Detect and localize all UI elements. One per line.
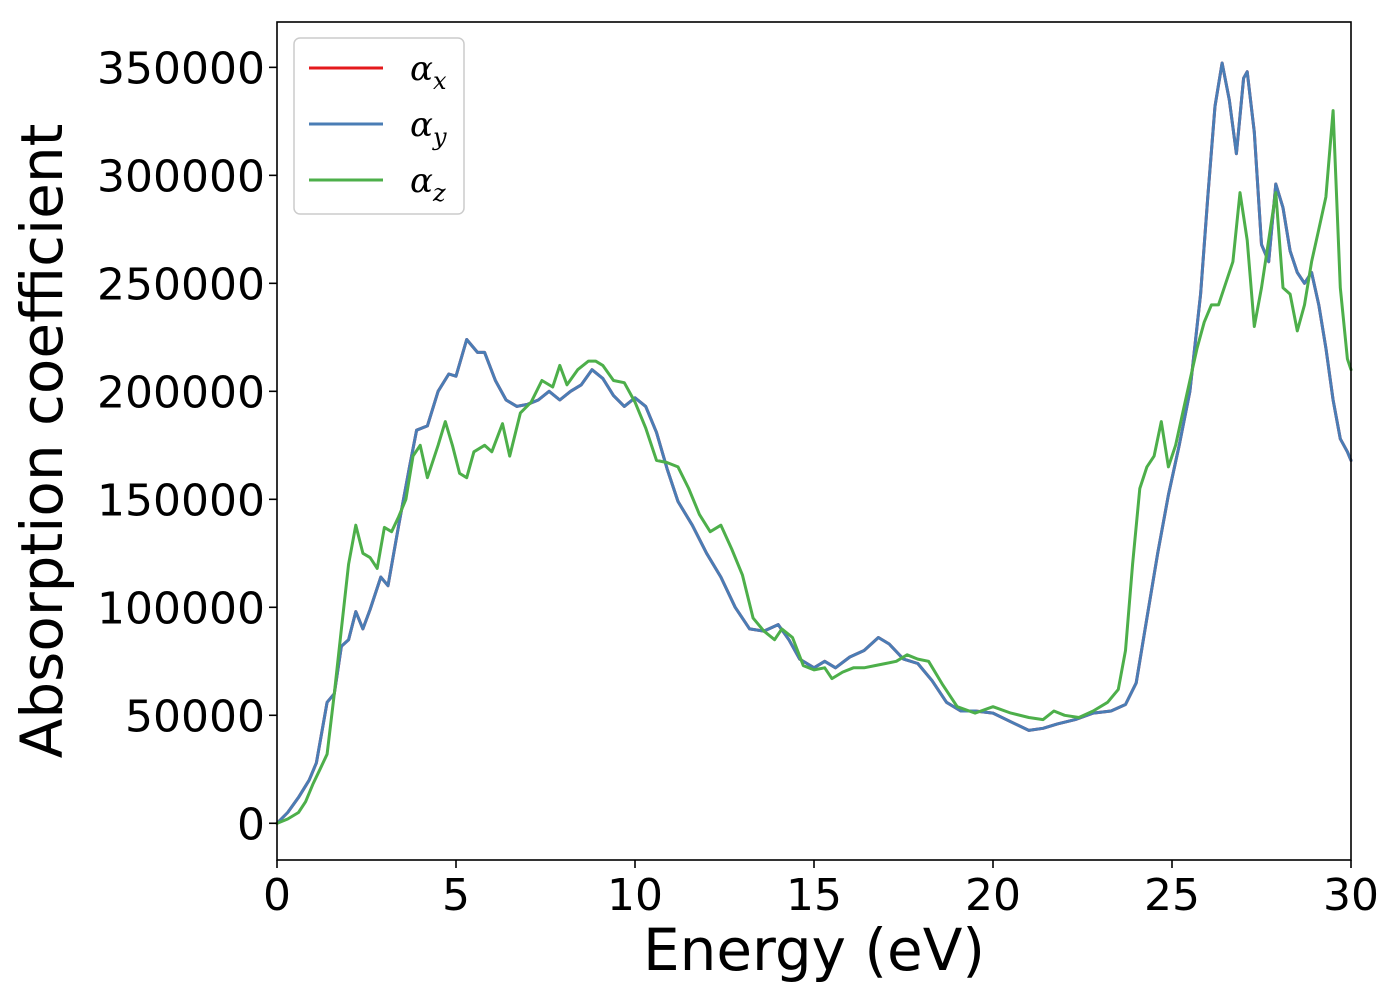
x-tick-label: 0 [263,870,291,921]
y-tick-label: 150000 [97,475,265,526]
legend-box [293,37,465,215]
y-axis-label: Absorption coefficient [8,124,76,759]
legend-subscript-z: z [432,179,446,207]
x-axis: 0 5 10 15 20 25 30 [263,860,1379,921]
y-tick-label: 0 [237,799,265,850]
x-tick-label: 20 [965,870,1021,921]
x-axis-label: Energy (eV) [643,916,985,984]
x-tick-label: 5 [442,870,470,921]
legend-subscript-y: y [432,123,447,151]
x-tick-label: 15 [786,870,842,921]
legend-subscript-x: x [433,67,447,95]
y-tick-label: 50000 [125,691,265,742]
y-tick-label: 300000 [97,151,265,202]
series-line-y [275,61,1353,825]
y-tick-label: 200000 [97,367,265,418]
y-tick-label: 100000 [97,583,265,634]
x-tick-label: 25 [1144,870,1200,921]
y-tick-label: 350000 [97,43,265,94]
y-axis: 0 50000 100000 150000 200000 250000 300000 3500… [97,43,277,850]
series-layer [275,61,1353,825]
x-tick-label: 30 [1323,870,1379,921]
series-line-z [275,109,1353,825]
y-tick-label: 250000 [97,259,265,310]
x-tick-label: 10 [607,870,663,921]
